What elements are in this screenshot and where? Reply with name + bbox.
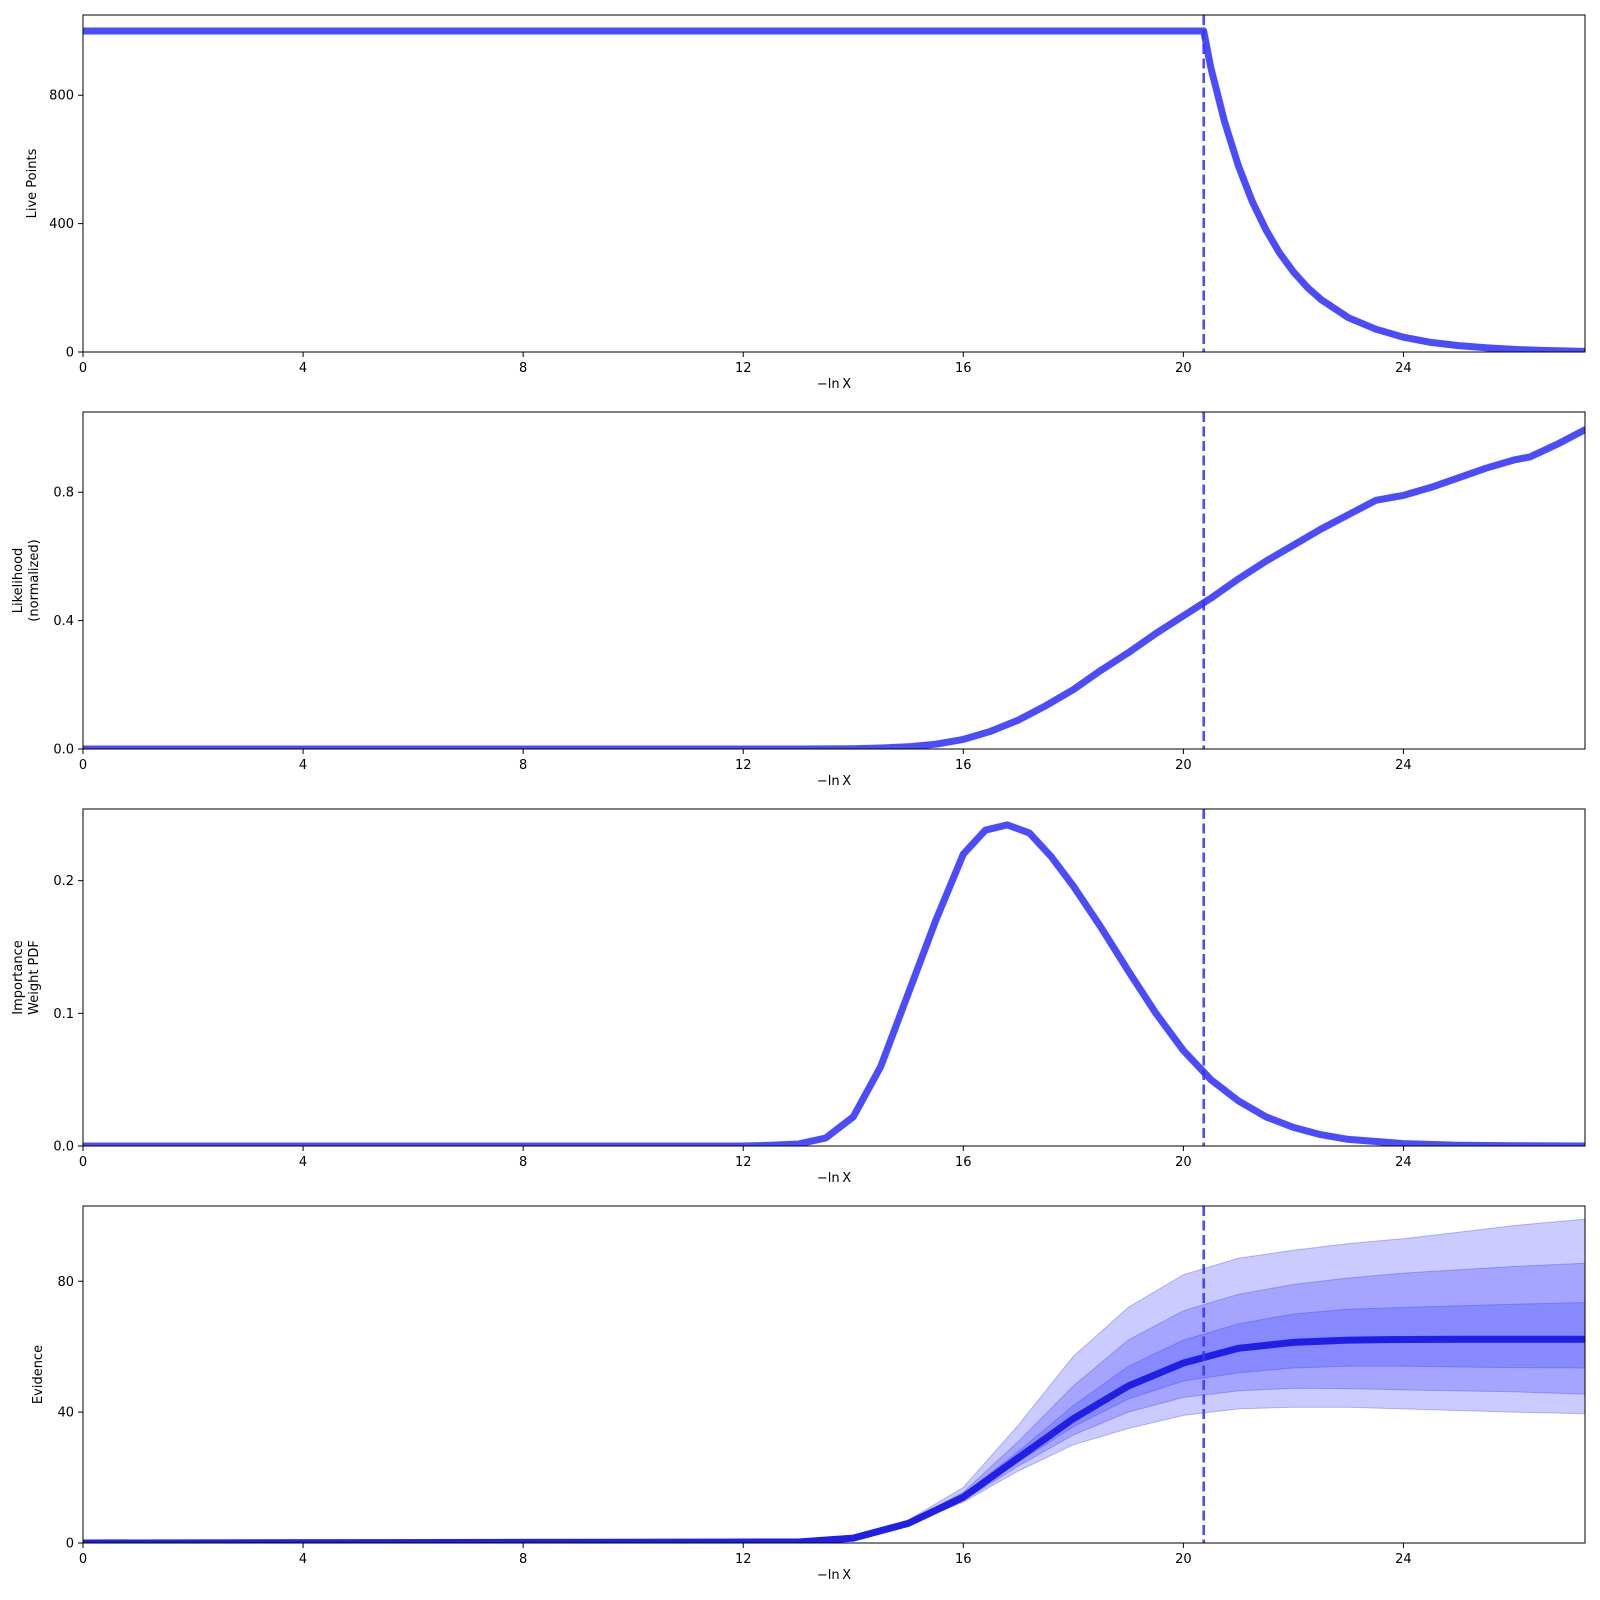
x-tick-label: 4 [299,1155,307,1170]
x-axis-label: −ln X [817,1568,851,1583]
y-axis-label: Likelihood [11,548,26,614]
y-axis-label: Evidence [31,1345,46,1404]
y-tick-label: 0 [66,346,74,361]
x-axis-label: −ln X [817,774,851,789]
x-tick-label: 8 [519,758,527,773]
y-tick-label: 0.4 [53,614,74,629]
x-axis-label: −ln X [817,1171,851,1186]
x-tick-label: 20 [1175,758,1192,773]
x-tick-label: 16 [955,758,972,773]
series-line-1 [83,821,1585,1146]
evidence-median-line [83,1335,1585,1543]
evidence-band-2 [83,1262,1585,1543]
y-axis-label: (normalized) [27,539,42,621]
y-tick-label: 0.8 [53,486,74,501]
axes-frame [82,1205,1586,1544]
x-tick-label: 4 [299,361,307,376]
x-tick-label: 8 [519,361,527,376]
panel-3: 0 4 8 12 16 20 24 0.0 0.1 0.2 −ln X Importance Weigh… [11,808,1586,1186]
plot-area [83,15,1585,352]
x-tick-label: 16 [955,1155,972,1170]
plot-area [83,1206,1585,1543]
y-tick-label: 400 [49,217,74,232]
x-tick-label: 8 [519,1552,527,1567]
series-line-1 [83,27,1585,352]
panel-1: 0 4 8 12 16 20 24 0 400 800 −ln X Live Points [25,14,1586,392]
x-tick-label: 24 [1395,1155,1412,1170]
y-tick-label: 0.2 [53,874,74,889]
x-axis-label: −ln X [817,377,851,392]
plot-area [83,809,1585,1146]
x-tick-label: 4 [299,758,307,773]
x-tick-label: 0 [79,1155,87,1170]
x-tick-label: 24 [1395,1552,1412,1567]
series-line-1 [83,426,1585,749]
y-axis-label: Importance [11,940,26,1015]
x-tick-label: 0 [79,361,87,376]
y-tick-label: 80 [57,1275,74,1290]
y-tick-label: 800 [49,89,74,104]
x-tick-label: 12 [735,1552,752,1567]
y-axis-label: Live Points [25,148,40,218]
axes-frame [82,808,1586,1147]
y-tick-label: 0 [66,1537,74,1552]
x-tick-label: 24 [1395,758,1412,773]
x-tick-label: 16 [955,1552,972,1567]
x-tick-label: 12 [735,361,752,376]
evidence-band-3 [83,1301,1585,1543]
evidence-band-1 [83,1218,1585,1543]
x-tick-label: 8 [519,1155,527,1170]
x-tick-label: 0 [79,1552,87,1567]
axes-frame [82,411,1586,750]
x-tick-label: 4 [299,1552,307,1567]
x-tick-label: 0 [79,758,87,773]
x-tick-label: 20 [1175,1155,1192,1170]
x-tick-label: 20 [1175,1552,1192,1567]
y-tick-label: 0.1 [53,1007,74,1022]
x-tick-label: 12 [735,1155,752,1170]
panel-4: 0 4 8 12 16 20 24 0 40 80 −ln X Evidence [31,1205,1586,1583]
y-tick-label: 0.0 [53,1140,74,1155]
x-tick-label: 16 [955,361,972,376]
y-axis-label: Weight PDF [27,940,42,1015]
x-tick-label: 12 [735,758,752,773]
y-tick-label: 0.0 [53,743,74,758]
x-tick-label: 24 [1395,361,1412,376]
axes-frame [82,14,1586,353]
x-tick-label: 20 [1175,361,1192,376]
panel-2: 0 4 8 12 16 20 24 0.0 0.4 0.8 −ln X Likelihood (norm… [11,411,1586,789]
plot-area [83,412,1585,749]
y-tick-label: 40 [57,1406,74,1421]
